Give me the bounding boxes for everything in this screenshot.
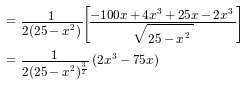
- Text: $ = \ \dfrac{1}{2(25 - x^2)} \left[ \dfrac{-100x + 4x^3 + 25x - 2x^3}{\sqrt{25 -: $ = \ \dfrac{1}{2(25 - x^2)} \left[ \dfr…: [3, 4, 241, 46]
- Text: $ = \ \dfrac{1}{2(25 - x^2)^{\frac{3}{2}}} \ (2x^3 - 75x)$: $ = \ \dfrac{1}{2(25 - x^2)^{\frac{3}{2}…: [3, 49, 159, 82]
